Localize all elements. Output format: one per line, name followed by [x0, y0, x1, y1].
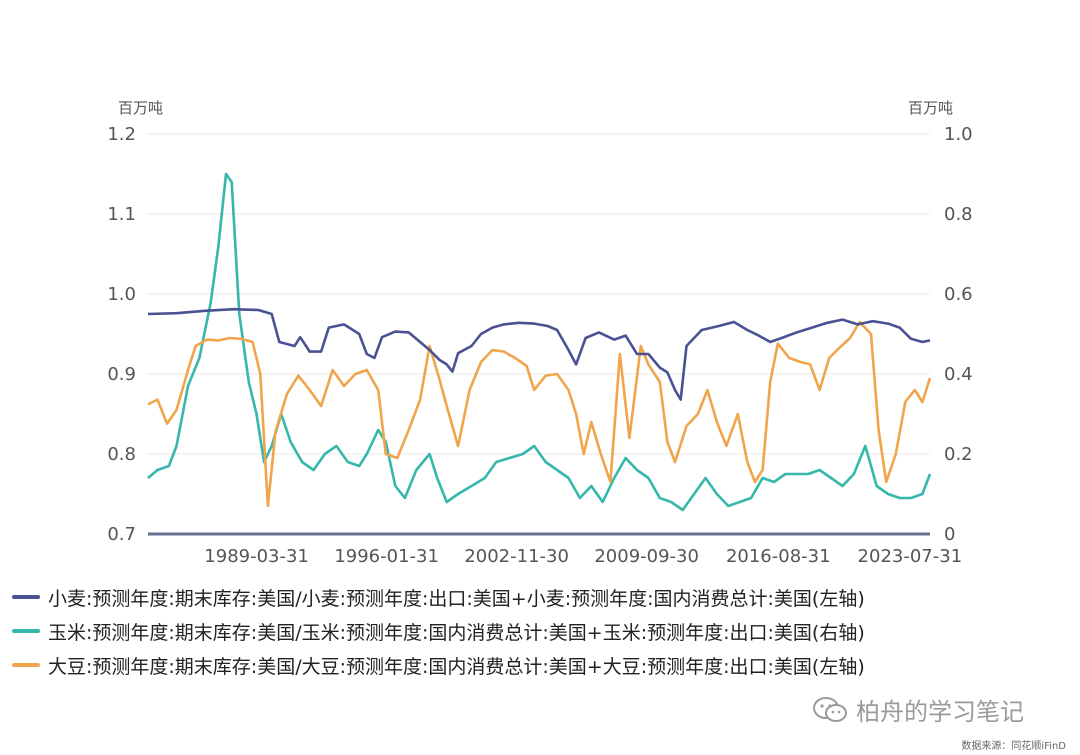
grid-lines [148, 133, 930, 455]
legend-item-soybean[interactable]: 大豆:预测年度:期末库存:美国/大豆:预测年度:国内消费总计:美国+大豆:预测年… [12, 648, 865, 682]
right-tick-label: 0 [944, 524, 955, 545]
series-lines [147, 172, 932, 512]
left-axis-unit: 百万吨 [118, 99, 163, 117]
watermark-text: 柏舟的学习笔记 [856, 698, 1024, 726]
legend-label-wheat: 小麦:预测年度:期末库存:美国/小麦:预测年度:出口:美国+小麦:预测年度:国内… [48, 587, 865, 610]
legend-swatch-corn [12, 629, 40, 633]
right-axis-ticks: 0 0.2 0.4 0.6 0.8 1.0 [944, 124, 973, 545]
right-tick-label: 0.2 [944, 444, 973, 465]
x-axis-ticks: 1989-03-31 1996-01-31 2002-11-30 2009-09-30… [204, 546, 962, 567]
left-tick-label: 1.1 [107, 204, 136, 225]
left-tick-label: 0.7 [107, 524, 136, 545]
wechat-icon [813, 696, 847, 722]
series-line-1 [147, 172, 932, 512]
left-tick-label: 1.2 [107, 124, 136, 145]
legend-swatch-soybean [12, 663, 40, 667]
series-line-0 [147, 307, 931, 401]
legend-item-corn[interactable]: 玉米:预测年度:期末库存:美国/玉米:预测年度:国内消费总计:美国+玉米:预测年… [12, 614, 865, 648]
left-tick-label: 1.0 [107, 284, 136, 305]
left-axis-ticks: 0.7 0.8 0.9 1.0 1.1 1.2 [107, 124, 136, 545]
right-tick-label: 0.6 [944, 284, 973, 305]
legend-label-corn: 玉米:预测年度:期末库存:美国/玉米:预测年度:国内消费总计:美国+玉米:预测年… [48, 621, 865, 644]
x-tick-label: 1989-03-31 [204, 546, 309, 567]
legend-swatch-wheat [12, 595, 40, 599]
left-tick-label: 0.9 [107, 364, 136, 385]
right-axis-unit: 百万吨 [908, 99, 953, 117]
left-tick-label: 0.8 [107, 444, 136, 465]
x-tick-label: 2023-07-31 [858, 546, 963, 567]
legend-label-soybean: 大豆:预测年度:期末库存:美国/大豆:预测年度:国内消费总计:美国+大豆:预测年… [48, 655, 865, 678]
x-tick-label: 2016-08-31 [726, 546, 831, 567]
right-tick-label: 1.0 [944, 124, 973, 145]
legend: 小麦:预测年度:期末库存:美国/小麦:预测年度:出口:美国+小麦:预测年度:国内… [12, 580, 865, 682]
x-tick-label: 2002-11-30 [464, 546, 569, 567]
watermark: 柏舟的学习笔记 [812, 692, 1024, 727]
x-tick-label: 2009-09-30 [594, 546, 699, 567]
right-tick-label: 0.4 [944, 364, 973, 385]
data-source: 数据来源：同花顺iFinD [961, 741, 1066, 752]
legend-item-wheat[interactable]: 小麦:预测年度:期末库存:美国/小麦:预测年度:出口:美国+小麦:预测年度:国内… [12, 580, 865, 614]
right-tick-label: 0.8 [944, 204, 973, 225]
series-line-2 [147, 320, 932, 508]
x-tick-label: 1996-01-31 [334, 546, 439, 567]
